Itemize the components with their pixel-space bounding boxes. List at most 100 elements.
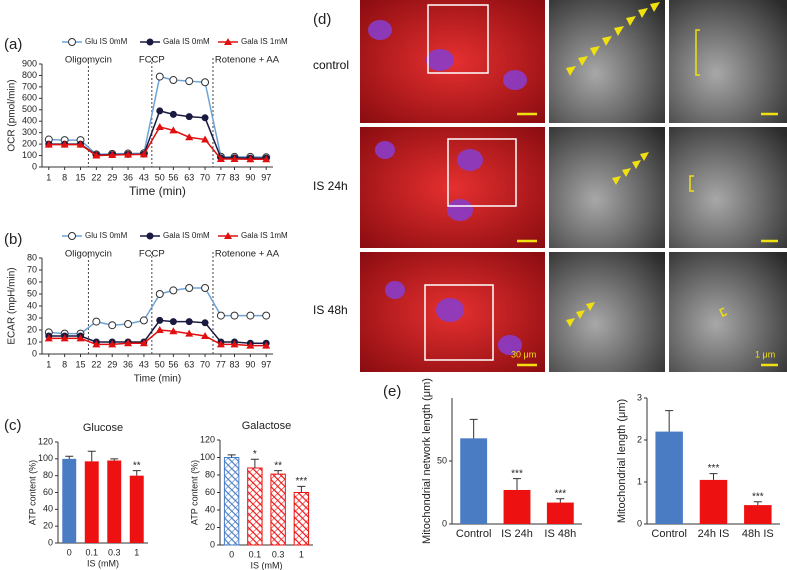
bar: [247, 467, 263, 546]
legend-label: Glu IS 0mM: [85, 231, 128, 240]
event-label: Rotenone + AA: [215, 249, 280, 260]
x-tick-label: 97: [261, 359, 271, 369]
marker: [224, 38, 232, 45]
image: [669, 127, 787, 248]
marker: [139, 339, 148, 347]
x-tick-label: 56: [168, 172, 178, 182]
x-tick-label: 50: [155, 172, 165, 182]
x-tick-label: 90: [245, 172, 255, 182]
event-label: Rotenone + AA: [215, 55, 280, 66]
bar: [503, 489, 531, 524]
marker: [246, 311, 255, 320]
image: [669, 0, 787, 123]
marker: [76, 140, 85, 148]
error-bar: [87, 450, 96, 462]
x-tick-label: 50: [155, 359, 165, 369]
y-tick-label: 2: [637, 434, 642, 444]
marker: [185, 318, 193, 326]
error-bar: [110, 458, 119, 461]
image: [549, 252, 665, 372]
y-tick-label: 1: [637, 476, 642, 486]
chart-title: Galactose: [242, 420, 292, 432]
marker: [92, 340, 101, 348]
significance: ***: [296, 476, 308, 487]
marker: [169, 110, 177, 118]
error-bar: [665, 410, 674, 432]
y-tick-label: 30: [27, 312, 37, 322]
y-tick-label: 80: [27, 252, 37, 262]
x-tick-label: 15: [75, 172, 85, 182]
y-tick-label: 0: [442, 518, 447, 528]
marker: [262, 155, 271, 163]
y-tick-label: 20: [205, 522, 215, 532]
x-tick-label: 22: [91, 172, 101, 182]
y-tick-label: 100: [200, 452, 215, 462]
event-label: Oligomycin: [65, 55, 112, 66]
error-bar: [250, 458, 259, 468]
marker: [246, 341, 255, 349]
marker: [169, 76, 178, 85]
y-axis-label: Mitochondrial network length (μm): [421, 378, 433, 544]
marker: [216, 154, 225, 162]
x-tick-label: 83: [229, 172, 239, 182]
x-tick-label: 1: [46, 359, 51, 369]
legend-label: Gala IS 0mM: [163, 231, 210, 240]
y-tick-label: 20: [27, 324, 37, 334]
significance: *: [253, 449, 257, 460]
y-tick-label: 20: [43, 521, 53, 531]
y-tick-label: 600: [22, 93, 37, 103]
x-tick-label: 77: [216, 359, 226, 369]
marker: [155, 122, 164, 130]
event-label: FCCP: [139, 249, 165, 260]
marker: [185, 133, 194, 141]
marker: [230, 340, 239, 348]
x-tick-label: 8: [62, 359, 67, 369]
x-axis-label: IS (mM): [87, 558, 119, 568]
bar: [460, 438, 488, 524]
marker: [169, 327, 178, 335]
marker: [216, 340, 225, 348]
marker: [146, 232, 154, 240]
panel-label: (b): [4, 231, 22, 248]
x-tick-label: 97: [261, 172, 271, 182]
x-tick-label: 70: [200, 359, 210, 369]
marker: [156, 316, 164, 324]
y-tick-label: 10: [27, 336, 37, 346]
x-tick-label: 0: [67, 547, 72, 557]
y-tick-label: 3: [637, 392, 642, 402]
x-tick-label: IS 48h: [544, 528, 576, 540]
scale-label: 1 μm: [755, 349, 775, 359]
y-tick-label: 40: [27, 300, 37, 310]
y-tick-label: 50: [437, 455, 447, 465]
marker: [155, 290, 164, 298]
error-bar: [556, 498, 565, 503]
y-tick-label: 40: [205, 504, 215, 514]
y-tick-label: 100: [22, 150, 37, 160]
y-tick-label: 500: [22, 104, 37, 114]
y-tick-label: 0: [32, 348, 37, 358]
y-tick-label: 900: [22, 58, 37, 68]
marker: [169, 286, 178, 295]
y-axis-label: Mitochondrial length (μm): [616, 399, 628, 523]
row-label: control: [313, 58, 349, 72]
marker: [262, 311, 271, 320]
image: [549, 0, 665, 123]
bar: [223, 457, 240, 546]
bar: [129, 475, 144, 543]
y-tick-label: 60: [27, 276, 37, 286]
marker: [146, 38, 154, 46]
marker: [60, 334, 69, 342]
bar: [84, 461, 99, 543]
error-bar: [274, 470, 283, 475]
marker: [155, 326, 164, 333]
x-tick-label: 8: [62, 172, 67, 182]
y-tick-label: 800: [22, 70, 37, 80]
bar: [62, 458, 77, 543]
x-axis-label: Time (min): [129, 184, 186, 198]
x-tick-label: Control: [456, 528, 491, 540]
bar: [270, 473, 286, 546]
marker: [230, 311, 239, 320]
marker: [224, 232, 232, 239]
marker: [201, 284, 210, 292]
y-tick-label: 0: [637, 518, 642, 528]
